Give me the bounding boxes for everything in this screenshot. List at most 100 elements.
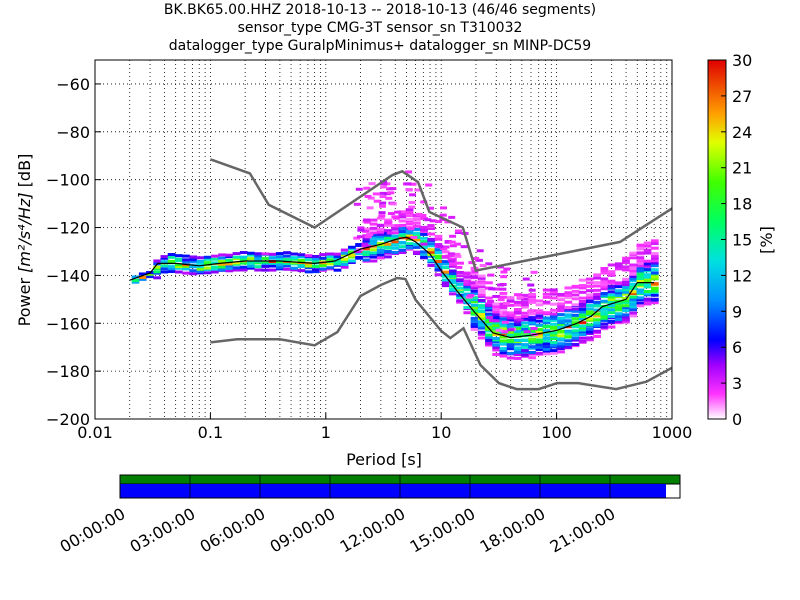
- psd-cell: [146, 275, 154, 279]
- psd-cell: [448, 240, 456, 244]
- psd-cell: [516, 318, 524, 322]
- psd-cell: [477, 322, 486, 326]
- psd-cell: [492, 332, 501, 336]
- psd-cell: [456, 270, 464, 274]
- psd-cell: [535, 311, 544, 315]
- psd-cell: [254, 265, 262, 269]
- psd-cell: [441, 284, 450, 288]
- psd-cell: [174, 254, 183, 258]
- psd-cell: [290, 252, 299, 256]
- psd-cell: [636, 256, 645, 260]
- psd-cell: [160, 270, 169, 274]
- psd-cell: [366, 206, 374, 210]
- psd-cell: [453, 252, 461, 256]
- psd-cell: [465, 295, 473, 299]
- psd-cell: [499, 351, 508, 355]
- psd-cell: [492, 319, 500, 323]
- psd-cell: [268, 256, 277, 260]
- psd-cell: [394, 210, 402, 214]
- psd-cell: [600, 287, 609, 291]
- psd-cell: [333, 268, 342, 272]
- psd-cell: [636, 297, 645, 301]
- psd-cell: [507, 328, 515, 332]
- psd-cell: [454, 242, 462, 246]
- psd-cell: [362, 247, 371, 251]
- psd-cell: [420, 252, 428, 256]
- psd-cell: [434, 254, 443, 258]
- psd-cell: [650, 282, 659, 286]
- psd-cell: [369, 226, 378, 230]
- psd-cell: [549, 325, 558, 329]
- psd-cell: [485, 329, 493, 333]
- psd-cell: [549, 343, 558, 347]
- psd-cell: [571, 323, 580, 327]
- psd-cell: [492, 325, 501, 329]
- psd-cell: [196, 265, 205, 269]
- psd-cell: [239, 261, 248, 265]
- psd-cell: [189, 272, 198, 276]
- psd-cell: [378, 211, 386, 215]
- psd-cell: [449, 287, 457, 291]
- psd-cell: [427, 232, 436, 236]
- psd-cell: [211, 267, 219, 271]
- psd-cell: [542, 311, 551, 315]
- psd-cell: [650, 254, 659, 258]
- psd-cell: [622, 320, 630, 324]
- psd-cell: [275, 267, 284, 271]
- psd-cell: [131, 275, 140, 279]
- psd-cell: [434, 273, 443, 277]
- psd-cell: [593, 324, 601, 328]
- psd-cell: [564, 307, 573, 311]
- psd-cell: [497, 298, 505, 302]
- nlnm-curve: [210, 276, 673, 391]
- psd-cell: [506, 330, 515, 334]
- psd-cell: [564, 300, 573, 304]
- psd-cell: [578, 302, 587, 306]
- psd-cell: [449, 281, 457, 285]
- psd-cell: [549, 322, 558, 326]
- psd-cell: [499, 291, 508, 295]
- psd-cell: [542, 342, 551, 346]
- psd-cell: [521, 318, 529, 322]
- psd-cell: [373, 199, 381, 203]
- chart-title-line-3: datalogger_type GuralpMinimus+ datalogge…: [168, 38, 592, 54]
- psd-cell: [275, 260, 284, 264]
- psd-cell: [506, 351, 515, 355]
- psd-cell: [513, 320, 522, 324]
- psd-cell: [557, 302, 565, 306]
- psd-cell: [506, 332, 515, 336]
- psd-cell: [429, 219, 437, 223]
- psd-cell: [463, 306, 472, 310]
- y-tick-label: −200: [46, 410, 90, 429]
- psd-cell: [486, 316, 494, 320]
- psd-cell: [353, 236, 361, 240]
- psd-cell: [449, 274, 457, 278]
- psd-cell: [333, 257, 342, 261]
- psd-cell: [485, 338, 493, 342]
- colorbar-tick-label: 9: [732, 302, 742, 321]
- psd-cell: [503, 302, 511, 306]
- psd-cell: [578, 296, 587, 300]
- colorbar-tick-label: 3: [732, 374, 742, 393]
- psd-cell: [528, 351, 537, 355]
- psd-plot-area: 0.01 0.1 1 10 100 1000 −200 −180 −160 −140 −120 −10…: [46, 59, 692, 442]
- psd-cell: [225, 258, 234, 262]
- psd-cell: [387, 191, 395, 195]
- psd-cell: [564, 294, 573, 298]
- psd-cell: [564, 345, 573, 349]
- psd-cell: [488, 287, 496, 291]
- psd-cell: [348, 250, 356, 254]
- psd-cell: [564, 286, 573, 290]
- psd-cell: [629, 269, 638, 273]
- psd-cell: [470, 272, 479, 276]
- y-tick-label: −180: [46, 362, 90, 381]
- psd-cell: [578, 307, 587, 311]
- psd-cell: [475, 258, 483, 262]
- psd-cell: [290, 268, 299, 272]
- psd-cell: [492, 287, 501, 291]
- psd-cell: [586, 338, 594, 342]
- colorbar: 0 3 6 9 12 15 18 21 24 27 30: [707, 51, 752, 429]
- psd-cell: [578, 321, 587, 325]
- psd-cell: [398, 212, 407, 216]
